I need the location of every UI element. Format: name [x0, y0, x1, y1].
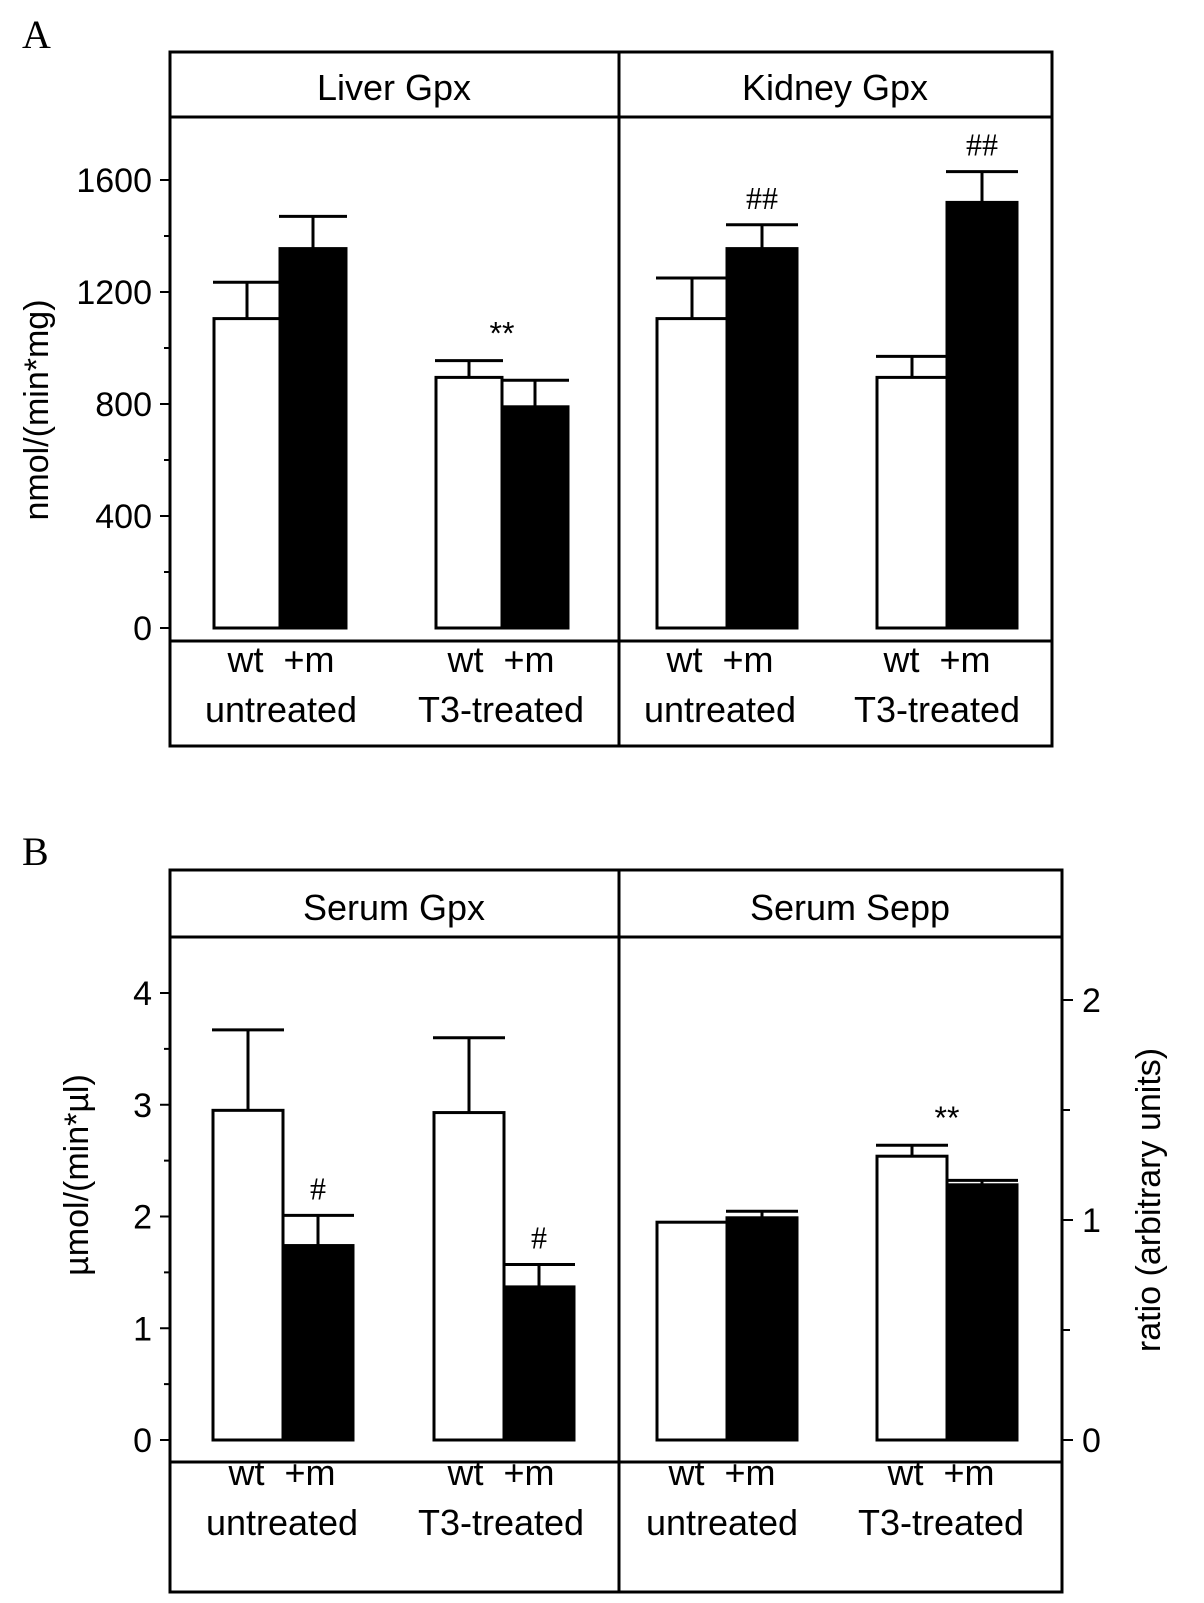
bar-wt-untreated — [655, 317, 729, 630]
bar-plus-m-t3-treated — [500, 405, 570, 630]
y-tick-label-b-4: 4 — [133, 975, 152, 1013]
significance-annotation: ## — [966, 127, 998, 163]
y-tick-label-a-0: 0 — [133, 610, 152, 648]
y-axis-title-b-right: ratio (arbitrary units) — [1130, 1048, 1168, 1352]
group-label-serum-sepp-untreated: untreated — [646, 1502, 798, 1543]
subplot-title-serum-gpx: Serum Gpx — [303, 887, 485, 928]
significance-annotation: # — [310, 1170, 326, 1206]
group-label-kidney-t3: T3-treated — [854, 689, 1020, 730]
significance-annotation: ## — [746, 180, 778, 216]
group-label-liver-t3: T3-treated — [418, 689, 584, 730]
subplot-title-serum-sepp: Serum Sepp — [750, 887, 950, 928]
bar-wt-untreated — [655, 1220, 729, 1442]
bar-plus-m-t3-treated — [945, 200, 1019, 630]
bar-labels-serum-gpx-t3: wt +m — [446, 1452, 554, 1493]
significance-annotation: ** — [935, 1100, 960, 1136]
bar-plus-m-t3-treated — [945, 1183, 1019, 1442]
bar-plus-m-untreated — [278, 247, 348, 630]
bar-wt-t3-treated — [875, 375, 949, 630]
y-tick-label-b-2: 2 — [133, 1199, 152, 1237]
subplot-title-liver-gpx: Liver Gpx — [317, 67, 471, 108]
panel-b-frame — [168, 868, 1064, 1594]
bar-plus-m-untreated — [281, 1244, 355, 1442]
group-label-kidney-untreated: untreated — [644, 689, 796, 730]
significance-annotation: ** — [490, 316, 515, 352]
right-tick-label-b-1: 1 — [1082, 1202, 1101, 1240]
y-tick-label-a-1600: 1600 — [76, 162, 152, 200]
group-label-liver-untreated: untreated — [205, 689, 357, 730]
bar-wt-t3-treated — [432, 1111, 506, 1442]
bar-plus-m-t3-treated — [502, 1285, 576, 1442]
significance-annotation: # — [531, 1220, 547, 1256]
panel-letter-a: A — [22, 12, 51, 57]
group-label-serum-sepp-t3: T3-treated — [858, 1502, 1024, 1543]
y-tick-label-b-1: 1 — [133, 1310, 152, 1348]
panel-letter-b: B — [22, 829, 49, 874]
bar-wt-untreated — [212, 317, 282, 630]
group-label-serum-gpx-untreated: untreated — [206, 1502, 358, 1543]
y-axis-title-a: nmol/(min*mg) — [18, 299, 56, 520]
panel-a-frame — [168, 50, 1054, 748]
bar-labels-kidney-untreated: wt +m — [665, 639, 773, 680]
plot-layer: **######** — [160, 127, 1073, 1442]
group-label-serum-gpx-t3: T3-treated — [418, 1502, 584, 1543]
right-tick-label-b-2: 2 — [1082, 982, 1101, 1020]
bar-labels-serum-sepp-t3: wt +m — [886, 1452, 994, 1493]
y-tick-label-a-800: 800 — [95, 386, 152, 424]
bar-wt-t3-treated — [875, 1154, 949, 1442]
y-axis-title-b: µmol/(min*µl) — [58, 1074, 96, 1276]
bar-plus-m-untreated — [725, 1216, 799, 1442]
bar-labels-serum-gpx-untreated: wt +m — [227, 1452, 335, 1493]
bar-labels-liver-t3: wt +m — [446, 639, 554, 680]
bar-labels-serum-sepp-untreated: wt +m — [667, 1452, 775, 1493]
bar-labels-kidney-t3: wt +m — [882, 639, 990, 680]
bar-wt-t3-treated — [434, 375, 504, 630]
y-tick-label-b-0: 0 — [133, 1422, 152, 1460]
subplot-title-kidney-gpx: Kidney Gpx — [742, 67, 928, 108]
right-tick-label-b-0: 0 — [1082, 1422, 1101, 1460]
bar-plus-m-untreated — [725, 247, 799, 630]
y-tick-label-b-3: 3 — [133, 1087, 152, 1125]
y-tick-label-a-1200: 1200 — [76, 274, 152, 312]
bar-wt-untreated — [211, 1108, 285, 1442]
bar-labels-liver-untreated: wt +m — [226, 639, 334, 680]
y-tick-label-a-400: 400 — [95, 498, 152, 536]
